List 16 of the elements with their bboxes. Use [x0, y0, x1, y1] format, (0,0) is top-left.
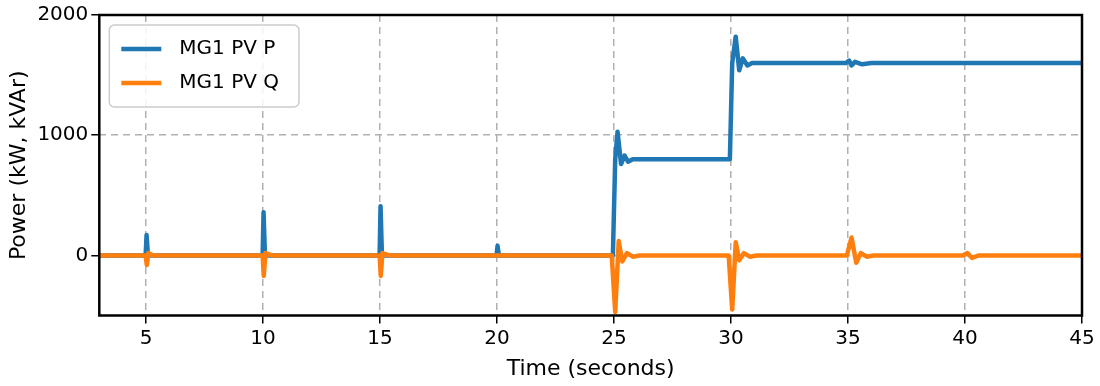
x-tick-label: 40 [952, 324, 978, 349]
x-tick-label: 25 [601, 324, 627, 349]
x-tick-label: 45 [1069, 324, 1095, 349]
legend-label: MG1 PV P [179, 35, 276, 60]
y-axis-title: Power (kW, kVAr) [4, 70, 30, 261]
y-tick-label: 2000 [37, 1, 89, 26]
x-tick-label: 5 [139, 324, 153, 349]
x-tick-label: 15 [367, 324, 393, 349]
y-tick-label: 1000 [37, 121, 89, 146]
x-tick-label: 35 [835, 324, 861, 349]
x-tick-label: 10 [250, 324, 276, 349]
legend-label: MG1 PV Q [179, 69, 279, 94]
x-tick-label: 20 [484, 324, 510, 349]
y-tick-label: 0 [75, 241, 89, 266]
x-axis-title: Time (seconds) [505, 354, 675, 380]
x-tick-label: 30 [718, 324, 744, 349]
